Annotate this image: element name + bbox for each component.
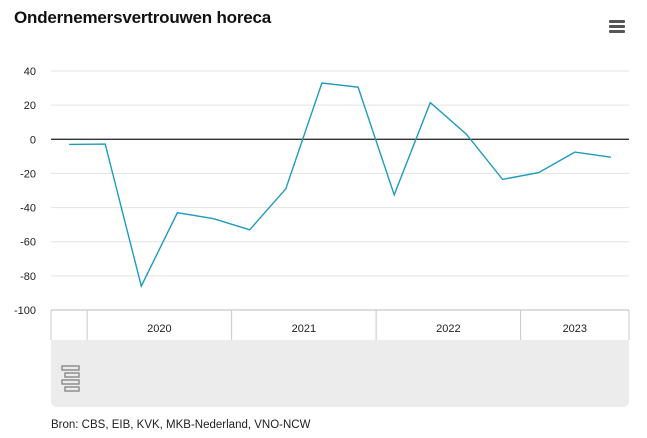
- data-point[interactable]: [63, 138, 75, 150]
- y-tick-label: -100: [14, 305, 36, 317]
- data-point[interactable]: [99, 138, 111, 150]
- y-tick-label: 40: [24, 66, 36, 78]
- chart-title: Ondernemersvertrouwen horeca: [14, 8, 272, 27]
- x-tick-label: 2021: [292, 323, 316, 335]
- data-point[interactable]: [208, 213, 220, 225]
- x-tick-label: 2022: [436, 323, 460, 335]
- y-tick-label: -60: [20, 237, 36, 249]
- cbs-logo-icon: [61, 365, 80, 392]
- x-tick-label: 2023: [563, 323, 587, 335]
- chart-footer-band: [51, 340, 629, 407]
- data-point[interactable]: [280, 183, 292, 195]
- data-point[interactable]: [424, 97, 436, 109]
- data-point[interactable]: [388, 189, 400, 201]
- data-point[interactable]: [171, 207, 183, 219]
- data-point[interactable]: [316, 77, 328, 89]
- chart-source: Bron: CBS, EIB, KVK, MKB-Nederland, VNO-…: [51, 419, 311, 431]
- data-point[interactable]: [569, 146, 581, 158]
- data-point[interactable]: [244, 224, 256, 236]
- y-tick-label: -20: [20, 168, 36, 180]
- data-point[interactable]: [605, 151, 617, 163]
- data-point[interactable]: [135, 280, 147, 292]
- y-tick-label: 20: [24, 100, 36, 112]
- y-tick-label: -40: [20, 203, 36, 215]
- data-point[interactable]: [497, 173, 509, 185]
- y-tick-label: 0: [30, 134, 36, 146]
- series-line: [69, 82, 611, 289]
- data-point[interactable]: [460, 128, 472, 140]
- y-tick-label: -80: [20, 271, 36, 283]
- data-point[interactable]: [533, 167, 545, 179]
- x-tick-label: 2020: [147, 323, 171, 335]
- data-point[interactable]: [352, 81, 364, 93]
- hamburger-menu-icon[interactable]: [606, 17, 628, 35]
